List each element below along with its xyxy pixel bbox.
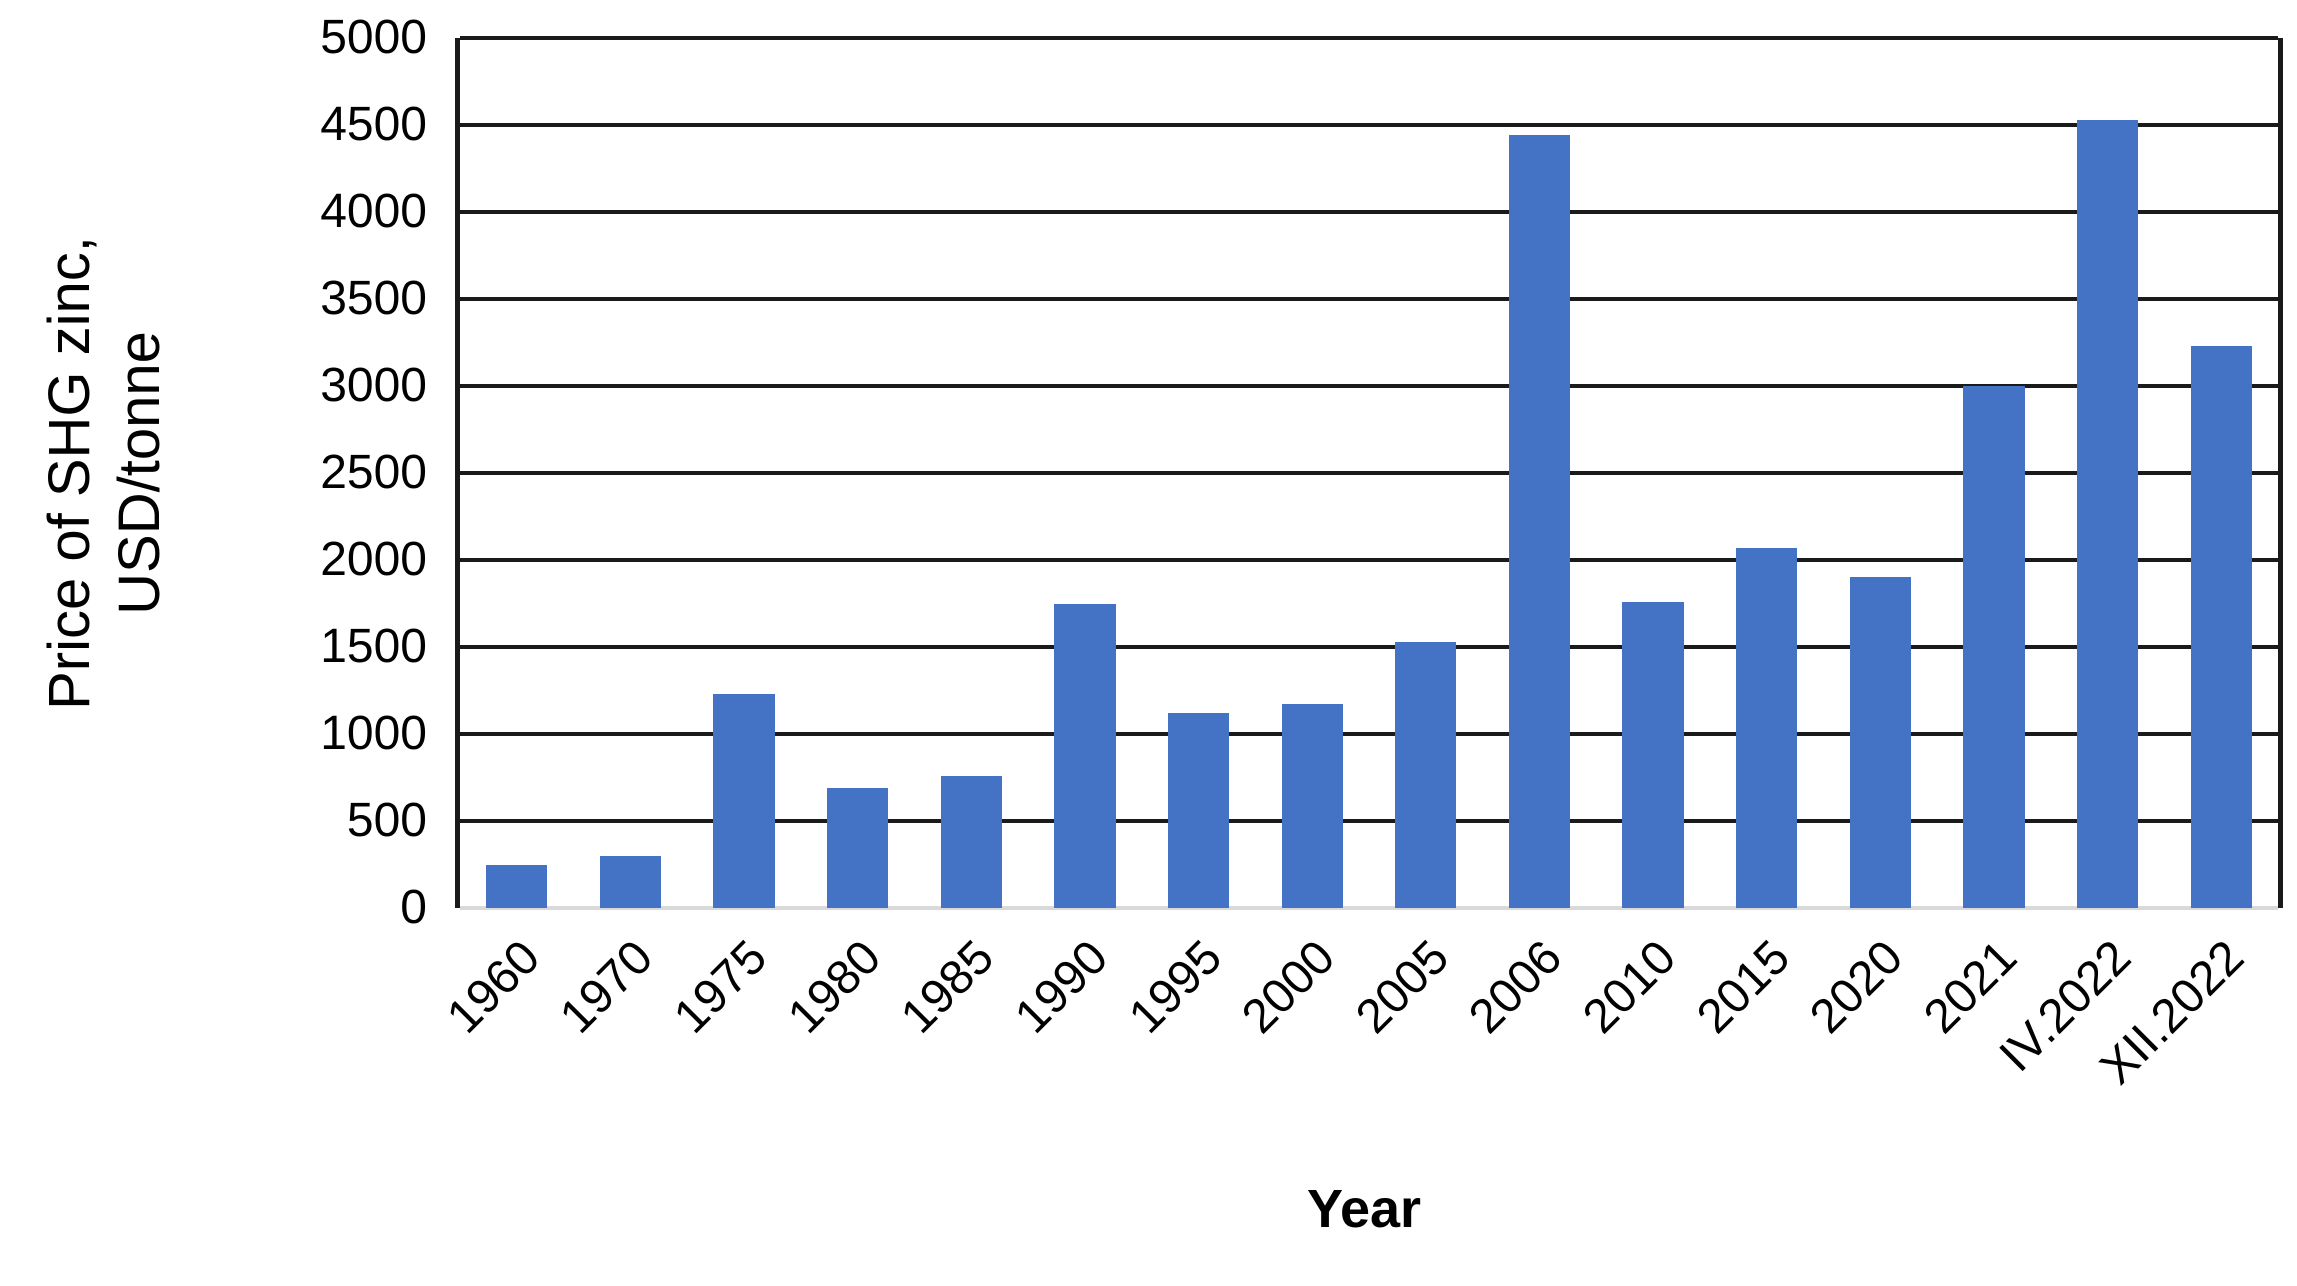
x-axis-title: Year — [1306, 1179, 1422, 1239]
x-axis-tick-labels: 1960 1970 1975 1980 1985 1990 1995 2000 2005 2006… — [437, 930, 2273, 1190]
bar — [599, 855, 662, 908]
gridline — [460, 819, 2278, 823]
y-tick-label: 3500 — [320, 272, 427, 325]
x-tick-label: 2000 — [1232, 930, 1346, 1044]
x-tick-label: 1990 — [1005, 930, 1119, 1044]
x-tick-label: 2010 — [1573, 930, 1687, 1044]
y-tick-label: 1000 — [320, 707, 427, 760]
x-tick-label: 1960 — [437, 930, 550, 1044]
plot-area — [455, 36, 2283, 910]
y-tick-label: 0 — [400, 881, 427, 934]
gridline — [460, 384, 2278, 388]
gridline — [460, 732, 2278, 736]
bar — [713, 693, 775, 908]
bar — [1963, 386, 2025, 908]
y-tick-label: 4000 — [320, 185, 427, 238]
gridline — [460, 645, 2278, 649]
y-tick-label: 5000 — [320, 11, 427, 64]
gridline — [460, 471, 2278, 475]
bar — [486, 864, 548, 908]
bar — [1281, 704, 1343, 908]
y-tick-label: 2500 — [320, 446, 427, 499]
bar — [1736, 547, 1798, 908]
y-tick-label: 500 — [346, 794, 427, 847]
gridline — [460, 558, 2278, 562]
bar — [1167, 713, 1230, 908]
y-tick-label: 4500 — [320, 98, 427, 151]
x-tick-label: 1970 — [550, 930, 664, 1044]
x-tick-label: 1980 — [777, 930, 891, 1044]
bar — [2190, 345, 2252, 908]
bar — [1508, 135, 1571, 908]
x-tick-label: 1985 — [891, 930, 1005, 1044]
x-tick-label: 2005 — [1346, 930, 1459, 1044]
y-tick-label: 3000 — [320, 359, 427, 412]
bar — [1849, 577, 1911, 908]
x-tick-label: 2015 — [1686, 930, 1800, 1044]
gridline — [460, 36, 2278, 40]
gridline — [460, 123, 2278, 127]
bar — [1054, 603, 1116, 908]
y-tick-label: 2000 — [320, 533, 427, 586]
x-tick-label: 1975 — [664, 930, 778, 1044]
bar — [2076, 119, 2139, 908]
x-axis-baseline — [460, 906, 2278, 910]
bar — [1395, 641, 1457, 908]
bar — [1622, 601, 1684, 908]
gridline — [460, 297, 2278, 301]
y-tick-label: 1500 — [320, 620, 427, 673]
x-tick-label: 2020 — [1800, 930, 1914, 1044]
x-tick-label: 2006 — [1459, 930, 1573, 1044]
bar — [827, 787, 889, 908]
x-tick-label: 1995 — [1118, 930, 1232, 1044]
gridline — [460, 210, 2278, 214]
bar — [940, 775, 1002, 908]
y-axis-tick-labels: 0 500 1000 1500 2000 2500 3000 3500 4000 4500 5000 — [0, 11, 441, 934]
